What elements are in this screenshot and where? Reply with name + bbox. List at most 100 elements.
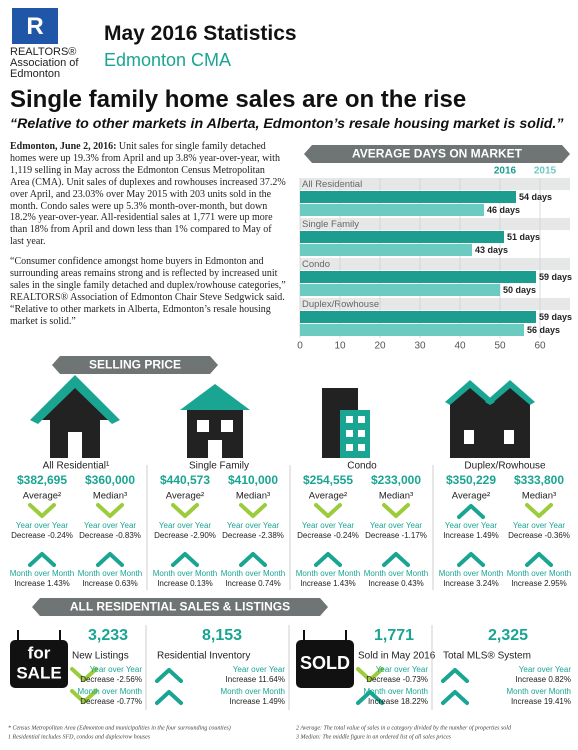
change-period: Year over Year [302, 521, 355, 530]
change-value: Increase 1.43% [14, 579, 70, 588]
change-value: Increase 3.24% [443, 579, 499, 588]
value-label: 43 days [475, 245, 508, 255]
stat-value: 8,153 [202, 627, 242, 644]
change-value: Increase 1.49% [229, 697, 285, 706]
banner-cap [320, 598, 328, 616]
logo [12, 8, 58, 44]
category-band [300, 258, 570, 270]
body-text: Edmonton, June 2, 2016: Unit sales for s… [10, 141, 286, 336]
org-line: Association of [10, 57, 79, 69]
banner [40, 598, 320, 616]
change-period: Month over Month [439, 569, 503, 578]
change-period: Month over Month [296, 569, 360, 578]
change-period: Year over Year [513, 521, 566, 530]
category-label: All Residential¹ [43, 461, 110, 472]
stat-value: 3,233 [88, 627, 128, 644]
change-value: Decrease -2.38% [222, 531, 284, 540]
icon-down [70, 667, 98, 682]
bar [300, 231, 504, 243]
value-label: 59 days [539, 312, 572, 322]
change-period: Month over Month [10, 569, 74, 578]
subtitle: Edmonton CMA [104, 50, 232, 70]
value-label: 59 days [539, 272, 572, 282]
sign-text: for [28, 643, 51, 662]
sign [10, 640, 68, 688]
value-label: 46 days [487, 205, 520, 215]
price: $233,000 [371, 473, 421, 487]
change-period: Month over Month [507, 687, 571, 696]
change-value: Decrease -0.73% [366, 675, 428, 684]
change-period: Month over Month [507, 569, 571, 578]
banner-cap [562, 145, 570, 163]
sign-text: SALE [16, 663, 61, 682]
icon-down [525, 503, 553, 518]
price-label: Average² [452, 491, 490, 502]
sign-text: SOLD [300, 653, 350, 673]
price-label: Average² [23, 491, 61, 502]
category-label: All Residential [302, 179, 362, 190]
change-value: Increase 0.13% [157, 579, 213, 588]
stat-label: Total MLS® System [443, 651, 531, 662]
change-period: Month over Month [153, 569, 217, 578]
value-label: 54 days [519, 192, 552, 202]
change-period: Year over Year [519, 665, 572, 674]
change-value: Increase 2.95% [511, 579, 567, 588]
x-tick-label: 40 [454, 341, 466, 352]
icon-down [382, 503, 410, 518]
change-value: Decrease -0.24% [11, 531, 73, 540]
price-label: Median³ [236, 491, 270, 502]
icon-up [28, 552, 56, 567]
icon-single-family [180, 384, 250, 458]
bar [300, 191, 516, 203]
icon-up [155, 668, 183, 683]
change-period: Year over Year [233, 665, 286, 674]
change-period: Month over Month [364, 569, 428, 578]
change-period: Year over Year [445, 521, 498, 530]
change-value: Decrease -1.17% [365, 531, 427, 540]
price: $410,000 [228, 473, 278, 487]
paragraph: “Consumer confidence amongst home buyers… [10, 256, 286, 327]
price: $254,555 [303, 473, 353, 487]
title: May 2016 Statistics [104, 22, 297, 45]
x-tick-label: 50 [494, 341, 506, 352]
banner [60, 356, 210, 374]
change-value: Increase 1.43% [300, 579, 356, 588]
stat-label: Sold in May 2016 [358, 651, 436, 662]
change-period: Month over Month [364, 687, 428, 696]
change-value: Decrease -0.83% [79, 531, 141, 540]
change-value: Increase 11.64% [226, 675, 285, 684]
icon-down [96, 503, 124, 518]
category-label: Condo [302, 259, 330, 270]
icon-down [314, 503, 342, 518]
headline: Single family home sales are on the rise [10, 86, 467, 113]
price-label: Average² [309, 491, 347, 502]
stat-value: 2,325 [488, 627, 528, 644]
x-tick-label: 0 [297, 341, 303, 352]
change-period: Year over Year [376, 665, 429, 674]
dateline: Edmonton, June 2, 2016: [10, 141, 117, 152]
bar [300, 271, 536, 283]
banner-cap [210, 356, 218, 374]
paragraph-text: Unit sales for single family detached ho… [10, 141, 286, 248]
org-line: Edmonton [10, 68, 61, 80]
banner-cap [52, 356, 60, 374]
icon-up [155, 690, 183, 705]
change-period: Month over Month [78, 569, 142, 578]
price-label: Median³ [93, 491, 127, 502]
banner-cap [32, 598, 40, 616]
change-value: Decrease -0.77% [80, 697, 142, 706]
org-name: REALTORS® Association of Edmonton [10, 47, 78, 80]
change-value: Increase 0.43% [368, 579, 424, 588]
change-period: Year over Year [84, 521, 137, 530]
price: $350,229 [446, 473, 496, 487]
bar [300, 244, 472, 256]
stat-label: Residential Inventory [157, 651, 250, 662]
bar [300, 204, 484, 216]
category-label: Single Family [189, 461, 249, 472]
banner-title: ALL RESIDENTIAL SALES & LISTINGS [70, 600, 290, 614]
icon-up [525, 552, 553, 567]
icon-up [457, 552, 485, 567]
change-value: Decrease -2.90% [154, 531, 216, 540]
